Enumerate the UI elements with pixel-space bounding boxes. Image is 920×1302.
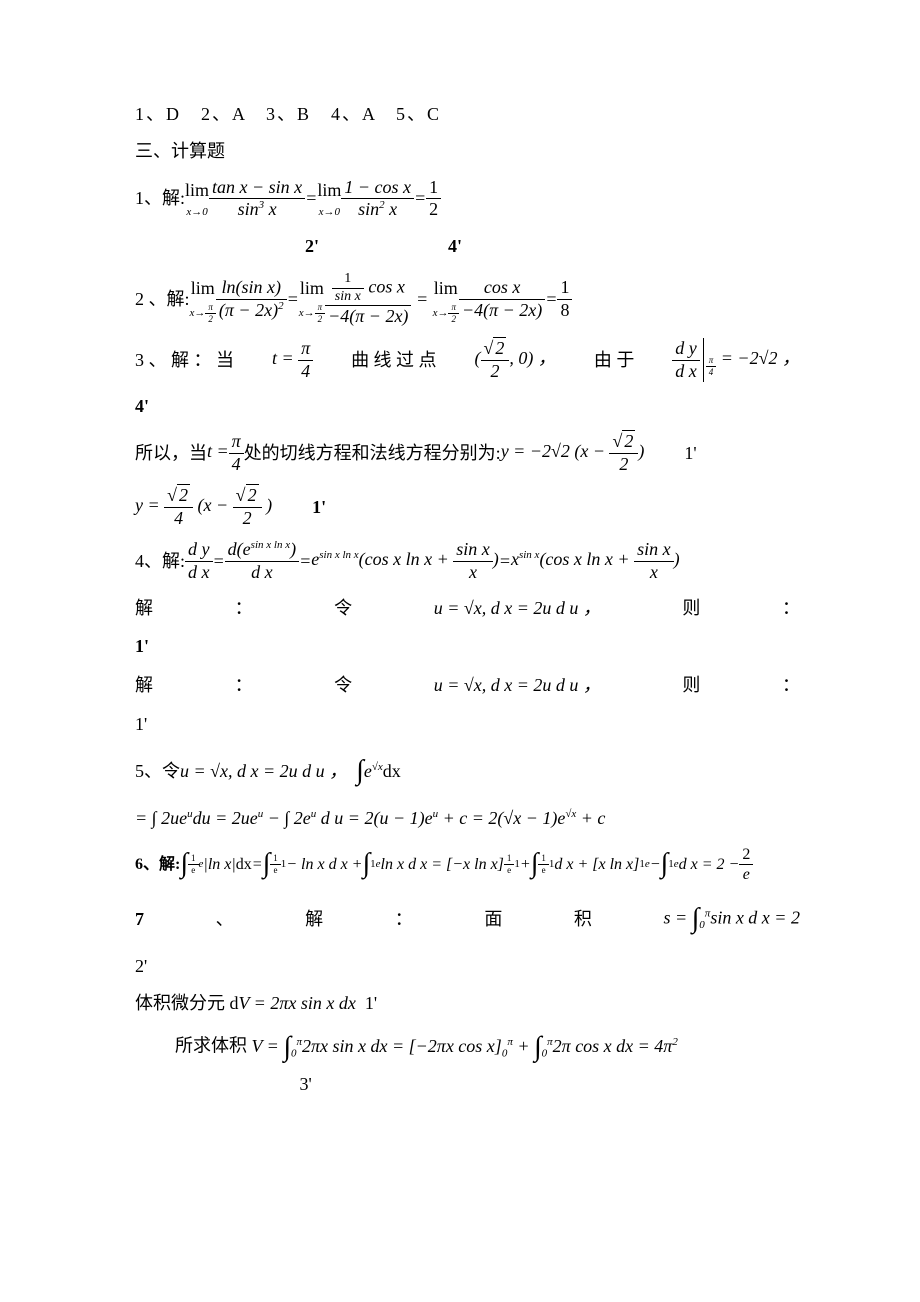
q2-frac4: 1 8 [557,277,572,321]
q3-mark: 4' [135,392,800,421]
sub-line-2-mark: 1' [135,710,800,739]
q1-lim1: lim x→0 [185,176,209,222]
mc-answers: 1、D 2、A 3、B 4、A 5、C [135,100,800,129]
q5-line1: 5、令 u = √x, d x = 2u d u ， ∫ e√xdx [135,749,800,794]
q1-frac1: tan x − sin x sin3 x [209,177,305,221]
q2-lim2: lim x→π2 [299,274,325,325]
q7-mark1: 2' [135,952,800,981]
q3-line1: 3 、 解 ： 当 t = π4 曲 线 过 点 (22, 0) ， 由 于 d… [135,338,800,382]
section-title: 三、计算题 [135,137,800,166]
q2-prefix: 2 、解: [135,285,190,314]
q1-lim2: lim x→0 [317,176,341,222]
q2-frac1: ln(sin x) (π − 2x)2 [216,277,287,321]
q1-marks: 2' 4' [135,232,800,261]
q1-equation: 1、解: lim x→0 tan x − sin x sin3 x = lim … [135,176,800,222]
q7-line3: 所求体积 V = ∫0π2πx sin x dx = [−2πx cos x]0… [135,1025,800,1099]
q7-line1: 7 、 解 ： 面 积 s = ∫0πsin x d x = 2 [135,897,800,942]
q1-frac3: 1 2 [426,177,441,221]
q4-equation: 4、解: d yd x = d(esin x ln x) d x = esin … [135,539,800,583]
q3-line3: y = 24 (x − 22 ) 1' [135,485,800,529]
q2-frac2: 1sin x cos x −4(π − 2x) [325,271,411,328]
sub-line-1-mark: 1' [135,632,800,661]
q2-frac3: cos x −4(π − 2x) [459,277,545,321]
q1-prefix: 1、解: [135,184,185,213]
q7-line2: 体积微分元 dV = 2πx sin x dx 1' [135,989,800,1018]
q3-line2: 所以，当 t =π4 处的切线方程和法线方程分别为: y = −2√2 (x −… [135,431,800,475]
q5-line2: = ∫ 2ueudu = 2ueu − ∫ 2eu d u = 2(u − 1)… [135,804,800,833]
q2-lim3: lim x→π2 [433,274,459,325]
q2-lim1: lim x→π2 [190,274,216,325]
sub-line-2: 解 ： 令 u = √x, d x = 2u d u ， 则 ： [135,671,800,700]
q1-frac2: 1 − cos x sin2 x [341,177,414,221]
q2-equation: 2 、解: lim x→π2 ln(sin x) (π − 2x)2 = lim… [135,271,800,328]
q6-equation: 6、解: ∫1ee |ln x|dx = ∫1e1 − ln x d x + ∫… [135,842,800,887]
sub-line-1: 解 ： 令 u = √x, d x = 2u d u ， 则 ： [135,594,800,623]
